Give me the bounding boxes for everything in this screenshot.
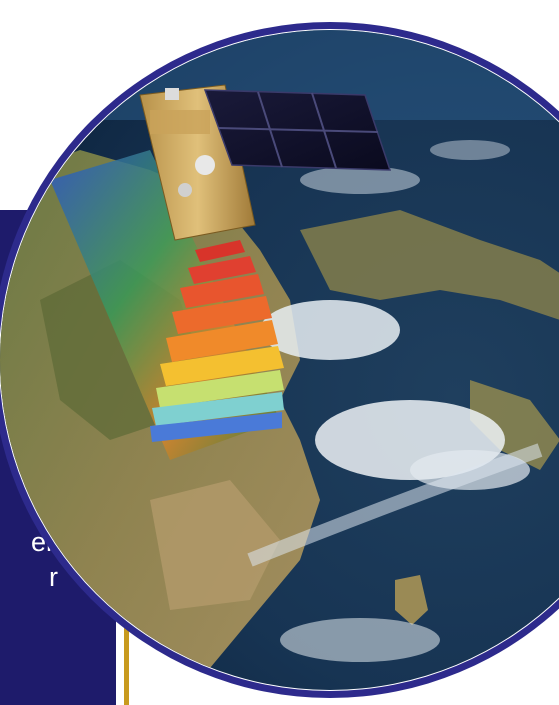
accent-bar (124, 628, 129, 705)
spectral-swath-icon (50, 150, 284, 460)
satellite-icon (139, 84, 392, 241)
panel-text-line-4: r (49, 562, 58, 592)
solar-panel-icon (203, 89, 392, 171)
